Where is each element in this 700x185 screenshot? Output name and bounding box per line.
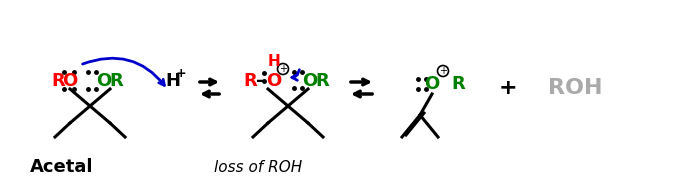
Text: H: H bbox=[165, 72, 181, 90]
Text: Acetal: Acetal bbox=[30, 158, 94, 176]
Text: R: R bbox=[451, 75, 465, 93]
Text: R: R bbox=[243, 72, 257, 90]
Text: loss of ROH: loss of ROH bbox=[214, 159, 302, 174]
Text: O: O bbox=[267, 72, 281, 90]
Text: O: O bbox=[62, 72, 78, 90]
Text: +: + bbox=[176, 66, 186, 80]
Text: O: O bbox=[97, 72, 111, 90]
Text: –: – bbox=[256, 72, 265, 90]
Text: R: R bbox=[315, 72, 329, 90]
Text: ROH: ROH bbox=[547, 78, 602, 98]
Text: O: O bbox=[302, 72, 318, 90]
Text: +: + bbox=[279, 64, 287, 74]
Text: +: + bbox=[498, 78, 517, 98]
Text: R: R bbox=[109, 72, 123, 90]
Text: H: H bbox=[267, 53, 281, 68]
Text: O: O bbox=[424, 75, 440, 93]
Text: R: R bbox=[51, 72, 65, 90]
Text: +: + bbox=[439, 66, 447, 76]
